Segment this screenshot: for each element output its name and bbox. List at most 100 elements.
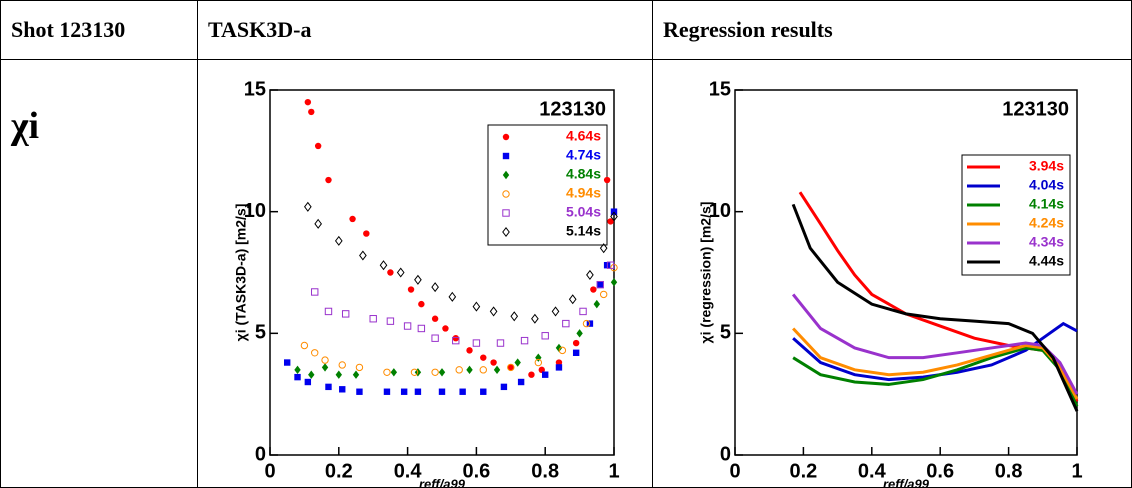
marker	[502, 133, 510, 141]
legend-label: 4.74s	[566, 147, 601, 163]
marker	[607, 218, 614, 225]
marker	[535, 353, 542, 362]
marker	[335, 370, 342, 379]
legend-label: 4.44s	[1029, 253, 1064, 269]
y-tick-label: 10	[709, 200, 731, 222]
marker	[502, 190, 510, 198]
marker	[610, 278, 618, 287]
legend-label: 4.84s	[566, 166, 601, 182]
legend-label: 4.34s	[1029, 234, 1064, 250]
marker	[480, 354, 487, 361]
marker	[510, 311, 519, 322]
y-tick-label: 15	[244, 78, 266, 100]
marker	[538, 366, 545, 374]
legend-label: 4.24s	[1029, 215, 1064, 231]
marker	[534, 358, 543, 367]
marker	[448, 291, 457, 302]
marker	[379, 260, 388, 271]
marker	[369, 315, 377, 323]
marker	[386, 317, 395, 325]
marker	[610, 211, 618, 222]
marker	[606, 261, 615, 269]
x-tick-label: 0.8	[531, 460, 559, 482]
marker	[438, 368, 446, 377]
marker	[294, 373, 301, 381]
marker	[338, 361, 346, 369]
marker	[403, 322, 412, 330]
marker	[599, 290, 608, 299]
marker	[304, 201, 312, 212]
marker	[355, 363, 364, 372]
line	[792, 346, 1079, 407]
marker	[414, 274, 422, 285]
marker	[431, 334, 439, 342]
marker	[541, 332, 549, 340]
header-cell: TASK3D-a	[197, 0, 653, 60]
marker	[572, 339, 580, 347]
marker	[558, 346, 567, 355]
x-tick-label: 0.2	[789, 460, 817, 482]
legend-label: 4.94s	[566, 185, 601, 201]
y-axis-label: χi (TASK3D-a) [m2/s]	[233, 204, 249, 342]
plot-frame	[734, 89, 1078, 456]
marker	[325, 383, 332, 391]
x-tick-label: 0	[729, 460, 740, 482]
legend-label: 3.94s	[1029, 158, 1064, 174]
marker	[500, 383, 508, 391]
marker	[341, 310, 350, 318]
marker	[528, 371, 535, 378]
marker	[387, 269, 394, 276]
marker	[568, 294, 577, 305]
marker	[349, 215, 356, 223]
marker	[442, 325, 449, 332]
marker	[311, 349, 319, 357]
marker	[294, 365, 301, 375]
marker	[325, 176, 332, 184]
y-tick-label: 10	[244, 200, 266, 222]
marker	[383, 368, 391, 376]
marker	[396, 267, 405, 278]
marker	[593, 299, 600, 309]
marker	[472, 301, 481, 312]
marker	[520, 336, 529, 345]
marker	[517, 378, 525, 386]
chart-title: 123130	[1002, 98, 1069, 120]
marker	[308, 108, 315, 116]
marker	[551, 306, 560, 317]
line	[792, 321, 1078, 382]
plot-frame	[269, 89, 615, 456]
chart-title: 123130	[539, 98, 606, 120]
marker	[493, 365, 501, 375]
marker	[579, 307, 587, 316]
x-tick-label: 0	[264, 460, 275, 482]
header-cell: Regression results	[652, 0, 1132, 60]
marker	[311, 288, 319, 296]
marker	[284, 359, 291, 366]
marker	[555, 364, 563, 371]
marker	[590, 286, 597, 293]
marker	[603, 176, 611, 184]
marker	[314, 142, 322, 150]
marker	[502, 209, 510, 217]
marker	[410, 368, 419, 376]
marker	[324, 307, 333, 316]
marker	[321, 363, 329, 372]
marker	[431, 368, 439, 376]
marker	[459, 388, 466, 395]
marker	[555, 359, 563, 366]
y-tick-label: 0	[720, 443, 731, 465]
marker	[542, 371, 549, 378]
marker	[314, 218, 322, 229]
legend-label: 5.04s	[566, 204, 601, 220]
marker	[431, 315, 439, 322]
marker	[507, 364, 514, 371]
marker	[400, 388, 408, 395]
legend-label: 4.64s	[566, 128, 601, 144]
marker	[363, 230, 370, 237]
marker	[502, 226, 510, 238]
marker	[418, 300, 425, 308]
marker	[586, 269, 594, 280]
marker	[555, 343, 563, 353]
